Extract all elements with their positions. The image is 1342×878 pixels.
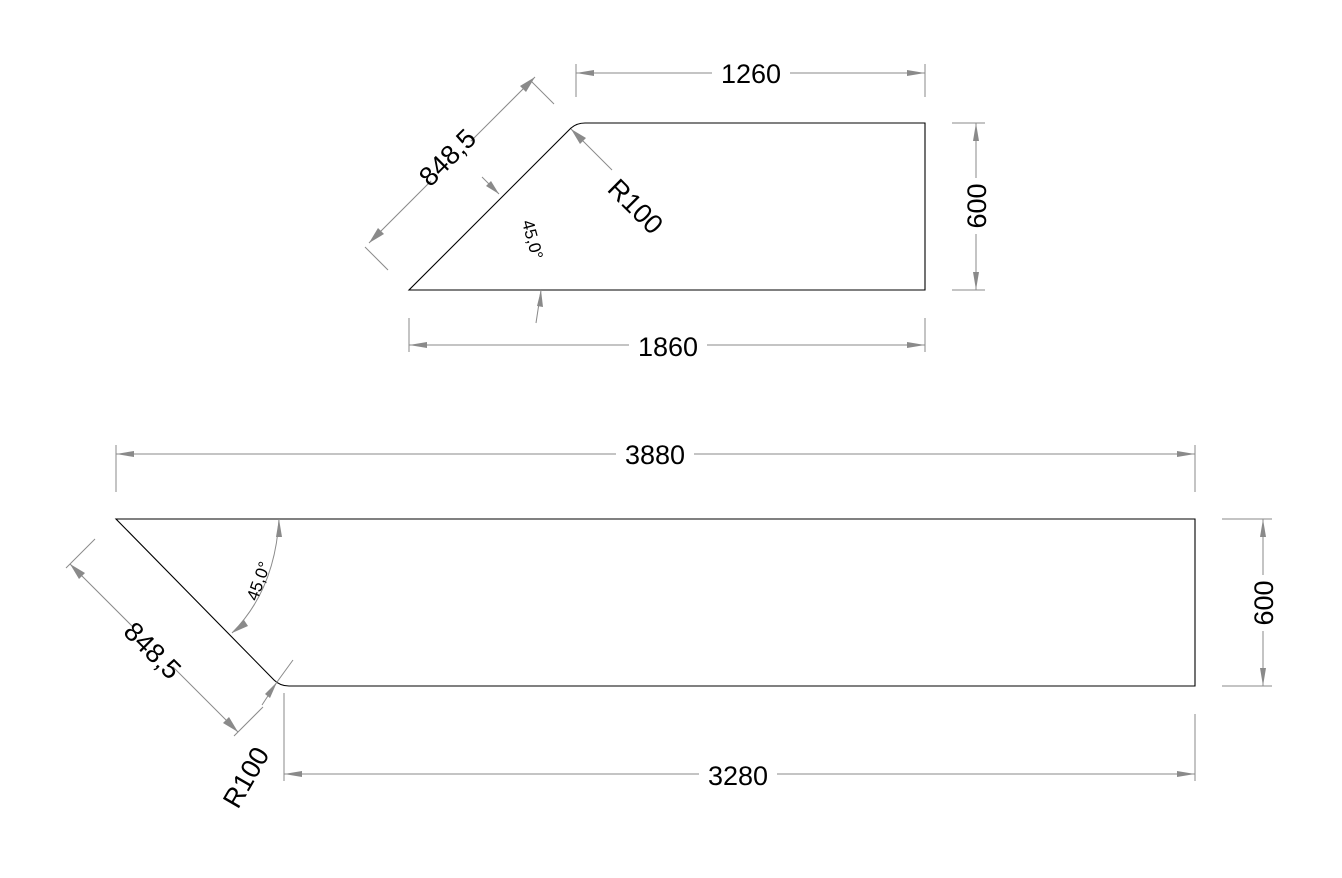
dim-height: 600	[1222, 518, 1279, 687]
dim-label-bottom-length: 3280	[708, 761, 768, 791]
dim-label-angle: 45,0°	[243, 559, 274, 603]
top-part: 1260 1860 600	[364, 58, 992, 362]
dim-label-height: 600	[1249, 580, 1279, 625]
dim-angle: 45,0°	[231, 518, 282, 634]
dim-label-bottom-length: 1860	[638, 332, 698, 362]
bottom-part-outline	[114, 518, 1196, 687]
bottom-part: 3880 3280 600	[65, 439, 1279, 813]
dim-height: 600	[952, 122, 992, 291]
dim-label-radius: R100	[217, 742, 275, 813]
dim-label-top-length: 3880	[625, 440, 685, 470]
dim-top-length: 1260	[575, 58, 926, 97]
dim-top-length: 3880	[115, 439, 1196, 492]
dim-radius: R100	[217, 659, 294, 813]
dim-bottom-length: 3280	[283, 693, 1196, 791]
dim-radius: R100	[570, 128, 669, 240]
dim-angle: 45,0°	[518, 218, 547, 324]
top-part-outline	[407, 122, 926, 291]
dim-label-angle: 45,0°	[518, 218, 547, 261]
dim-label-top-length: 1260	[721, 59, 781, 89]
dim-bottom-length: 1860	[408, 318, 926, 362]
dim-label-radius: R100	[602, 173, 669, 240]
dim-label-height: 600	[962, 183, 992, 228]
